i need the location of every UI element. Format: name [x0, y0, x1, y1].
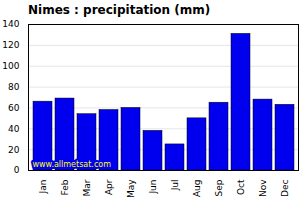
- svg-text:May: May: [126, 179, 136, 198]
- svg-text:120: 120: [2, 40, 19, 50]
- html-text:Nimes : precipitation (mm): Nimes : precipitation (mm): [28, 3, 211, 17]
- svg-text:Nov: Nov: [258, 179, 268, 197]
- svg-text:80: 80: [8, 82, 20, 92]
- svg-text:Jun: Jun: [148, 180, 158, 195]
- svg-text:Mar: Mar: [82, 179, 92, 196]
- svg-text:60: 60: [8, 103, 20, 113]
- svg-text:40: 40: [8, 124, 20, 134]
- svg-text:www.allmetsat.com: www.allmetsat.com: [33, 160, 112, 169]
- svg-text:Oct: Oct: [236, 179, 246, 195]
- svg-text:Jan: Jan: [38, 180, 48, 195]
- svg-text:Dec: Dec: [280, 179, 290, 196]
- svg-text:Aug: Aug: [192, 180, 202, 198]
- svg-text:140: 140: [2, 19, 19, 29]
- svg-text:Apr: Apr: [104, 179, 114, 195]
- svg-text:100: 100: [2, 61, 19, 71]
- svg-text:Feb: Feb: [60, 179, 70, 195]
- svg-text:20: 20: [8, 145, 20, 155]
- svg-text:0: 0: [14, 165, 20, 175]
- svg-text:Jul: Jul: [170, 180, 180, 192]
- svg-text:Sep: Sep: [214, 179, 224, 196]
